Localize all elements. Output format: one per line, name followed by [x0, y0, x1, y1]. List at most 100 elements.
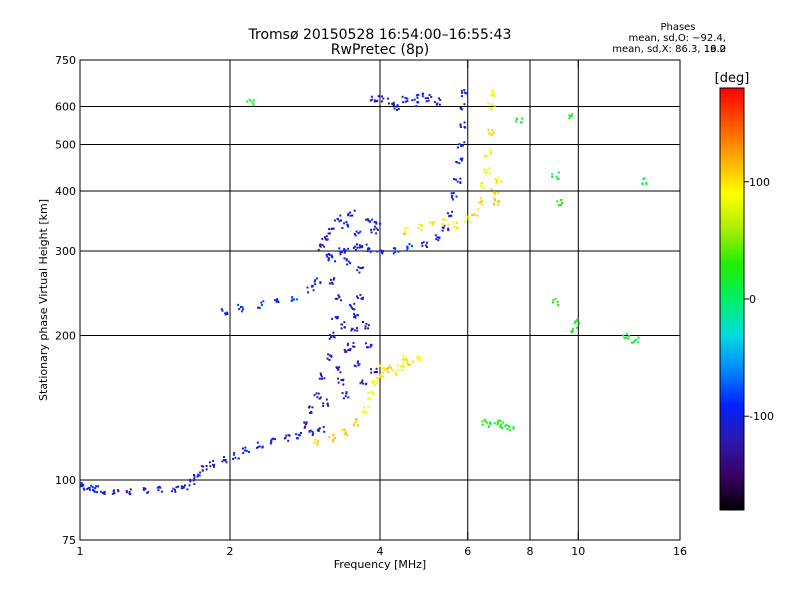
data-point	[314, 438, 317, 441]
x-tick-label: 4	[377, 545, 384, 558]
data-point	[258, 445, 261, 448]
axis-tick-labels: 1 2 4 6 8 10 16 75 100 200 300 400 500 600 750	[55, 54, 687, 558]
data-point	[309, 429, 312, 432]
data-point	[353, 422, 356, 425]
data-point	[489, 421, 491, 424]
data-point	[373, 371, 376, 374]
data-point	[349, 262, 352, 265]
data-point	[328, 436, 331, 439]
data-point	[488, 167, 491, 170]
data-point	[250, 100, 253, 103]
data-point	[631, 341, 634, 344]
data-point	[479, 197, 482, 200]
data-point	[489, 107, 492, 110]
data-point	[373, 99, 376, 102]
data-point	[252, 104, 255, 107]
data-point	[559, 204, 562, 206]
data-point	[199, 471, 202, 474]
data-point	[311, 434, 314, 437]
data-point	[450, 192, 453, 195]
x-tick-label: 1	[77, 545, 84, 558]
data-point	[287, 439, 290, 442]
data-point	[404, 356, 407, 359]
series-f2-x-mode-trace	[313, 354, 422, 446]
data-point	[332, 278, 335, 281]
data-point	[484, 420, 487, 423]
data-point	[157, 489, 160, 492]
data-point	[642, 178, 645, 181]
data-point	[328, 334, 331, 336]
data-point	[308, 411, 311, 414]
data-point	[645, 181, 648, 184]
data-point	[497, 204, 499, 207]
data-point	[339, 253, 342, 256]
series-f2-o-mode-trace	[327, 89, 468, 263]
data-point	[94, 487, 97, 490]
data-point	[491, 103, 494, 106]
data-point	[482, 187, 485, 190]
data-point	[375, 371, 378, 374]
data-point	[220, 308, 223, 311]
data-point	[487, 102, 490, 105]
data-point	[376, 250, 379, 253]
data-point	[205, 468, 208, 471]
data-point	[146, 491, 149, 494]
data-point	[437, 239, 440, 242]
data-point	[80, 485, 83, 488]
data-point	[142, 487, 145, 490]
data-point	[340, 219, 343, 222]
data-point	[196, 475, 199, 478]
data-point	[342, 397, 345, 400]
data-point	[355, 230, 358, 233]
data-point	[556, 300, 559, 303]
data-point	[339, 371, 342, 374]
data-point	[459, 106, 462, 109]
data-point	[427, 99, 430, 102]
data-point	[337, 294, 340, 297]
data-point	[484, 155, 487, 158]
y-tick-label: 200	[55, 330, 76, 343]
data-point	[507, 425, 510, 427]
data-point	[417, 101, 420, 104]
data-point	[332, 434, 335, 437]
data-point	[378, 222, 381, 225]
data-point	[358, 271, 361, 274]
data-point	[242, 447, 244, 450]
data-point	[304, 425, 307, 428]
data-point	[347, 212, 350, 215]
data-point	[458, 143, 461, 145]
data-point	[400, 366, 402, 369]
data-point	[452, 198, 454, 201]
data-point	[200, 465, 203, 468]
data-point	[455, 221, 458, 224]
data-point	[574, 320, 577, 323]
data-point	[186, 488, 189, 491]
x-tick-label: 6	[464, 545, 471, 558]
data-point	[352, 308, 355, 311]
data-point	[419, 358, 422, 361]
data-point	[362, 266, 365, 269]
data-point	[359, 267, 362, 269]
data-point	[343, 326, 346, 329]
data-point	[462, 144, 464, 147]
data-point	[500, 423, 503, 426]
series-scattered-echoes	[246, 98, 648, 432]
data-point	[326, 238, 329, 241]
chart-subtitle: RwPretec (8p)	[330, 42, 430, 58]
data-point	[369, 250, 372, 253]
data-point	[373, 380, 376, 383]
data-point	[375, 367, 378, 370]
data-point	[337, 381, 340, 384]
data-point	[392, 103, 395, 106]
data-point	[319, 244, 321, 247]
data-point	[311, 406, 314, 409]
data-point	[463, 220, 466, 223]
data-point	[234, 456, 237, 459]
data-point	[454, 178, 457, 181]
data-point	[341, 392, 344, 395]
data-point	[383, 366, 386, 369]
data-point	[402, 365, 405, 368]
data-point	[222, 459, 225, 461]
data-point	[496, 423, 499, 426]
data-point	[376, 228, 379, 231]
